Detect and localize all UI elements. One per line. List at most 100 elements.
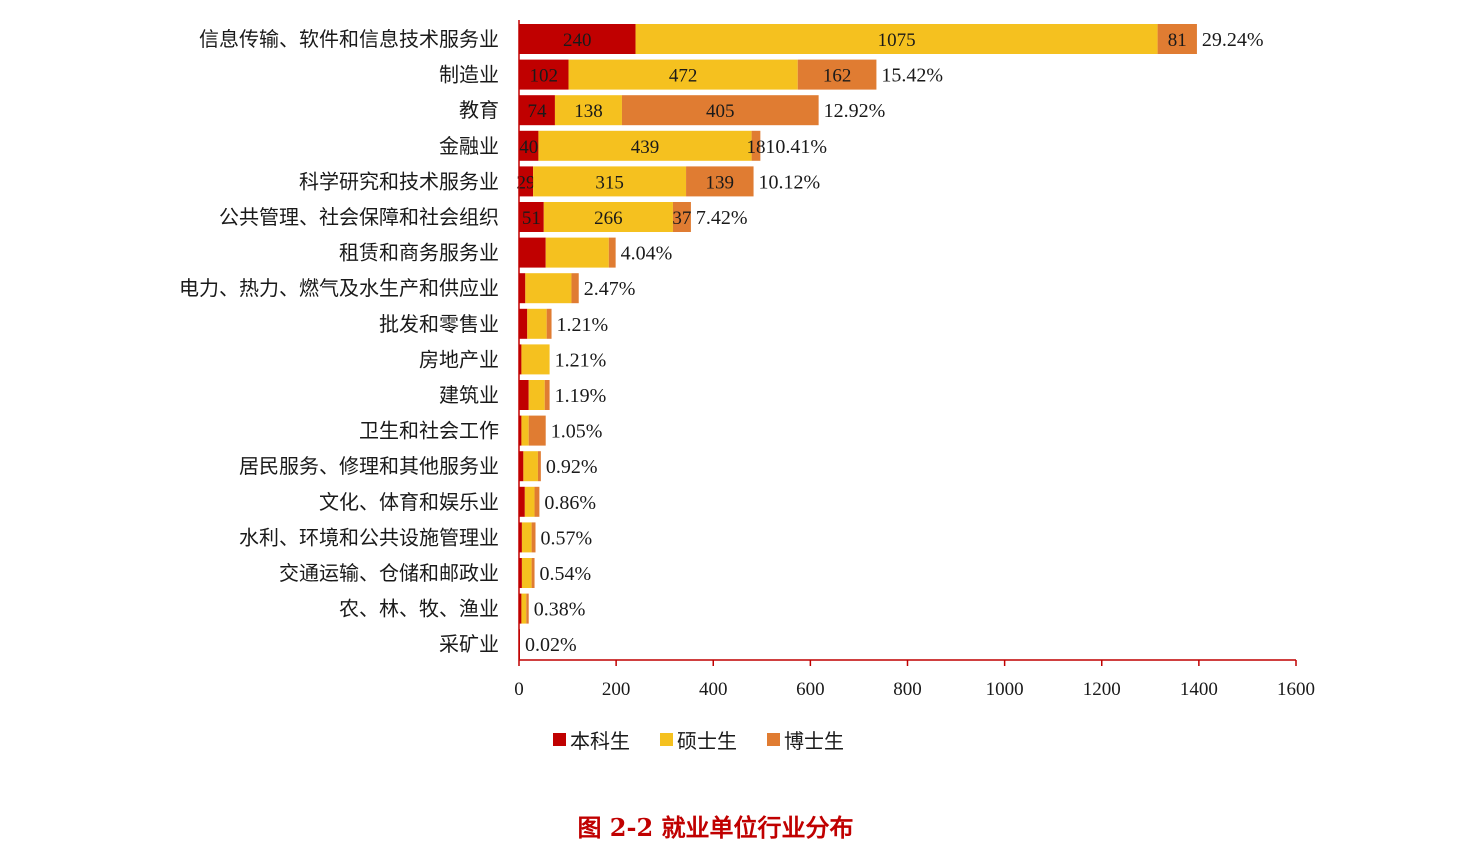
data-label: 162 (823, 66, 852, 87)
x-tick-label: 600 (796, 679, 825, 700)
bar-segment (797, 59, 877, 90)
data-label: 315 (595, 172, 624, 193)
bar-segment (528, 415, 546, 446)
bar-segment (538, 130, 752, 161)
legend-item-master: 硕士生 (660, 725, 737, 754)
bar-segment (533, 166, 687, 197)
data-label: 139 (706, 172, 735, 193)
category-label: 租赁和商务服务业 (339, 241, 499, 265)
bar-segment (1157, 24, 1197, 54)
bar-chart: 信息传输、软件和信息技术服务业 240 1075 81 29.24% 制造业 102 472 1… (179, 20, 1315, 700)
bar-segment (519, 166, 534, 197)
bar-segment (519, 415, 522, 446)
x-tick-label: 1600 (1277, 679, 1315, 700)
bar-segment (519, 558, 522, 588)
bar-segment (635, 24, 1158, 54)
category-label: 建筑业 (439, 383, 499, 407)
data-label: 74 (527, 101, 547, 122)
bar-segment (519, 451, 524, 482)
percent-label: 29.24% (1202, 29, 1264, 51)
category-label: 电力、热力、燃气及水生产和供应业 (179, 276, 499, 300)
category-label: 房地产业 (419, 347, 499, 371)
category-label: 文化、体育和娱乐业 (319, 490, 499, 514)
x-tick-label: 1400 (1180, 679, 1218, 700)
x-tick-label: 0 (514, 679, 524, 700)
bar-segment (519, 308, 528, 339)
percent-label: 10.12% (759, 171, 821, 193)
bar-segment (686, 166, 754, 197)
category-label: 教育 (459, 98, 499, 122)
bar-segment (519, 522, 522, 553)
bar-segment (554, 95, 622, 126)
bar-segment (519, 95, 555, 126)
data-label: 439 (631, 137, 660, 158)
percent-label: 0.92% (546, 456, 598, 478)
bar-segment (523, 451, 538, 482)
percent-label: 12.92% (824, 100, 886, 122)
bar-segment (545, 237, 609, 268)
data-label: 29 (517, 172, 536, 193)
data-label: 102 (530, 66, 559, 87)
category-label: 卫生和社会工作 (359, 419, 499, 443)
percent-label: 0.54% (540, 563, 592, 585)
bar-segment (519, 273, 526, 304)
legend: 本科生 硕士生 博士生 (553, 725, 844, 754)
bar-segment (519, 130, 539, 161)
bar-segment (537, 451, 541, 482)
data-label: 472 (669, 66, 698, 87)
bar-segment (519, 486, 525, 517)
percent-label: 15.42% (881, 65, 943, 87)
bar-segment (528, 380, 545, 410)
category-label: 科学研究和技术服务业 (299, 169, 499, 193)
data-label: 1075 (878, 30, 916, 51)
figure-caption: 图 2-2 就业单位行业分布 (577, 813, 854, 842)
bar-segment (521, 522, 532, 553)
data-label: 405 (706, 101, 735, 122)
legend-item-phd: 博士生 (767, 725, 844, 754)
data-label: 18 (746, 137, 765, 158)
bar-segment (751, 130, 761, 161)
x-tick-label: 200 (602, 679, 631, 700)
legend-item-bachelor: 本科生 (553, 725, 630, 754)
legend-label-bachelor: 本科生 (570, 729, 630, 753)
x-tick-label: 1200 (1083, 679, 1121, 700)
percent-label: 1.05% (551, 421, 603, 443)
bar-segment (519, 202, 544, 232)
bar-segment (519, 380, 529, 410)
category-label: 交通运输、仓储和邮政业 (279, 561, 499, 585)
bar-segment (521, 344, 550, 375)
legend-label-phd: 博士生 (784, 729, 844, 753)
bar-segment (519, 59, 569, 90)
data-label: 40 (519, 137, 538, 158)
data-label: 51 (522, 208, 541, 229)
percent-label: 7.42% (696, 207, 748, 229)
percent-label: 0.02% (525, 634, 577, 656)
bar-segment (521, 558, 532, 588)
bar-segment (621, 95, 819, 126)
bar-segment (519, 237, 546, 268)
percent-label: 0.86% (544, 492, 596, 514)
legend-swatch-master (660, 733, 673, 746)
percent-label: 1.21% (555, 349, 607, 371)
legend-swatch-phd (767, 733, 780, 746)
category-label: 水利、环境和公共设施管理业 (239, 525, 499, 549)
bar-segment (521, 415, 529, 446)
bar-segment (527, 308, 547, 339)
bar-segment (546, 308, 552, 339)
category-label: 批发和零售业 (379, 312, 499, 336)
bar-segment (571, 273, 579, 304)
data-label: 266 (594, 208, 623, 229)
bar-segment (543, 202, 673, 232)
category-label: 制造业 (439, 63, 499, 87)
bar-segment (534, 486, 540, 517)
percent-label: 0.38% (534, 599, 586, 621)
category-label: 采矿业 (439, 632, 499, 656)
bar-segment (524, 486, 535, 517)
bar-segment (544, 380, 550, 410)
x-tick-label: 1000 (986, 679, 1024, 700)
bar-segment (525, 273, 572, 304)
bar-segment (519, 24, 636, 54)
bar-segment (608, 237, 616, 268)
percent-label: 2.47% (584, 278, 636, 300)
